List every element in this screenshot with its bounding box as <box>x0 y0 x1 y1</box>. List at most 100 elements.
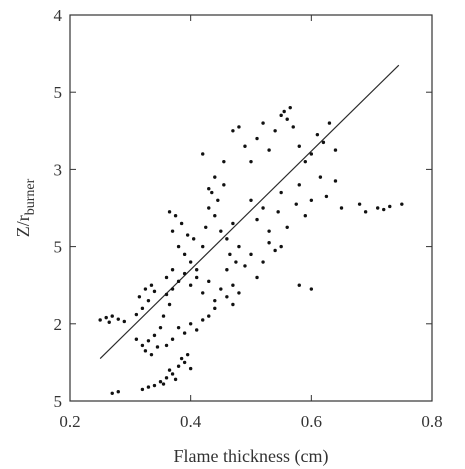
data-point <box>170 337 175 341</box>
data-point <box>179 221 184 226</box>
data-point <box>228 252 232 257</box>
data-point <box>152 333 157 338</box>
data-point <box>207 279 211 284</box>
data-point <box>237 291 241 295</box>
data-point <box>170 287 175 291</box>
data-point <box>185 352 190 357</box>
data-point <box>201 291 205 295</box>
data-point <box>182 271 187 276</box>
data-point <box>207 314 211 318</box>
data-point <box>261 260 265 264</box>
data-point <box>267 229 271 233</box>
data-point <box>219 287 223 291</box>
data-point <box>327 121 332 125</box>
data-point <box>225 268 229 272</box>
data-point <box>249 198 253 202</box>
data-point <box>309 287 314 291</box>
data-point <box>167 302 172 307</box>
data-point <box>321 140 326 145</box>
data-point <box>231 302 235 307</box>
data-point <box>267 148 271 152</box>
y-axis-label-subscript: burner <box>23 178 38 215</box>
x-tick-label: 0.2 <box>59 412 80 431</box>
data-point <box>279 190 283 195</box>
data-point <box>188 260 193 264</box>
data-point <box>273 129 277 133</box>
x-tick-label: 0.6 <box>301 412 322 431</box>
data-point <box>182 360 187 365</box>
data-point <box>164 292 169 297</box>
data-point <box>104 315 108 320</box>
data-point <box>255 136 259 141</box>
data-point <box>179 356 184 361</box>
data-point <box>297 144 301 148</box>
data-point <box>188 366 193 371</box>
data-point <box>357 202 362 206</box>
data-point <box>273 248 277 253</box>
data-point <box>195 268 199 272</box>
data-point <box>294 202 298 206</box>
data-point <box>201 152 205 156</box>
data-point <box>173 377 178 382</box>
data-point <box>188 322 193 326</box>
data-point <box>140 343 145 348</box>
y-axis-label: Z/rburner <box>13 178 38 237</box>
tick-layer: 0.2 0.4 0.6 0.8 5 2 5 3 5 4 <box>54 6 443 431</box>
data-point <box>134 337 139 341</box>
data-point <box>225 237 229 241</box>
data-point <box>152 383 157 388</box>
y-axis-label-main: Z/r <box>13 215 33 237</box>
point-layer <box>98 105 404 395</box>
data-point <box>309 198 314 202</box>
data-point <box>167 368 172 372</box>
data-point <box>243 264 247 268</box>
data-point <box>201 318 205 322</box>
data-point <box>204 225 208 229</box>
data-point <box>333 148 338 152</box>
data-point <box>388 204 392 209</box>
data-point <box>164 275 169 280</box>
data-point <box>333 179 338 183</box>
data-point <box>285 225 289 229</box>
data-point <box>276 210 280 214</box>
data-point <box>188 283 193 287</box>
data-point <box>164 376 169 380</box>
data-point <box>213 306 217 311</box>
y-tick-label: 5 <box>54 238 63 257</box>
x-axis-label: Flame thickness (cm) <box>174 446 329 467</box>
data-point <box>303 214 307 218</box>
y-tick-label: 4 <box>54 6 63 25</box>
data-point <box>219 229 223 233</box>
data-point <box>363 210 368 214</box>
data-point <box>213 298 217 303</box>
y-tick-label: 3 <box>54 160 63 179</box>
data-point <box>249 252 253 257</box>
x-tick-label: 0.4 <box>180 412 202 431</box>
data-point <box>158 325 163 330</box>
data-point <box>279 113 283 118</box>
y-tick-label: 5 <box>54 392 63 411</box>
data-point <box>152 289 157 294</box>
data-point <box>231 129 235 133</box>
data-point <box>207 187 211 191</box>
data-point <box>237 125 241 129</box>
data-point <box>382 207 386 212</box>
data-point <box>185 233 190 237</box>
data-point <box>134 312 139 317</box>
data-point <box>182 252 187 257</box>
y-tick-label: 5 <box>54 83 63 102</box>
data-point <box>303 159 307 164</box>
data-point <box>170 268 175 272</box>
data-point <box>376 206 380 210</box>
plot-frame <box>69 14 433 402</box>
data-point <box>182 331 187 335</box>
data-point <box>155 345 160 349</box>
data-point <box>291 125 295 129</box>
data-point <box>315 132 320 137</box>
data-point <box>216 198 220 202</box>
data-point <box>195 328 199 332</box>
data-point <box>170 229 175 233</box>
data-point <box>261 206 265 210</box>
data-point <box>213 175 217 179</box>
